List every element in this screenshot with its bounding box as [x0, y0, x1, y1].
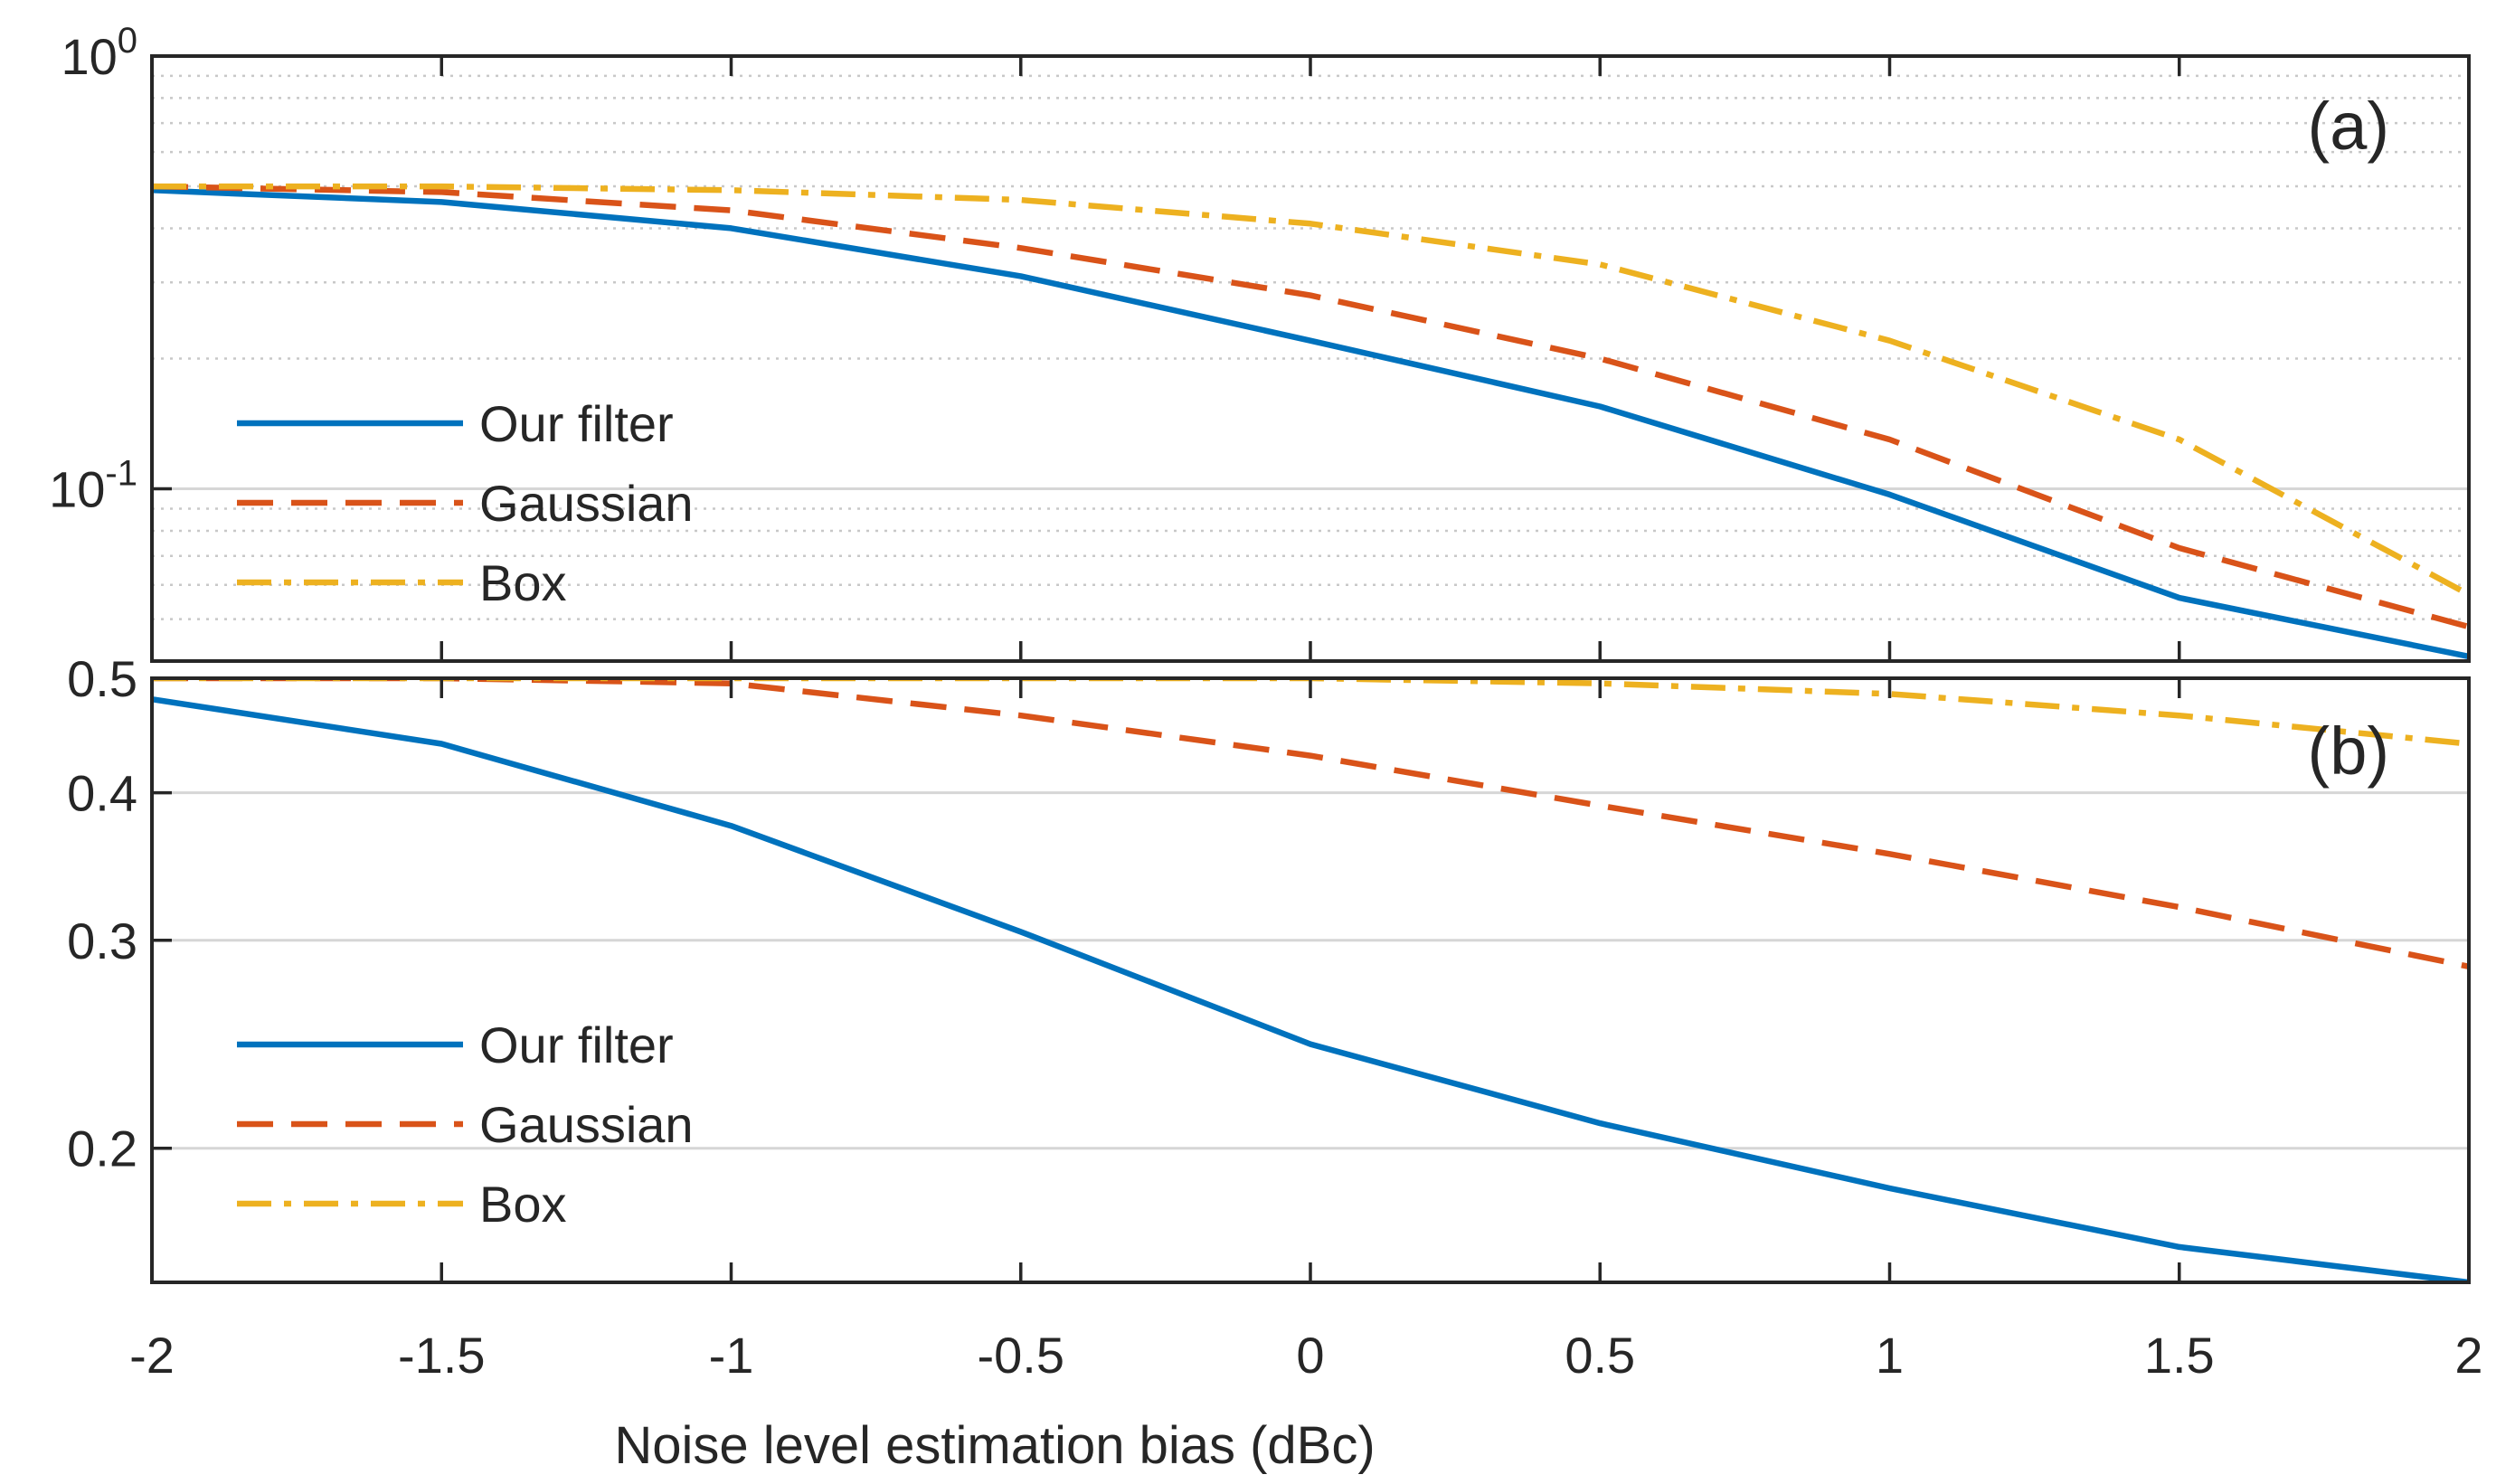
legend: Our filter Gaussian Box	[237, 395, 694, 611]
panel-a: 100 10-1 (a) Our filter Gaussian Box	[49, 21, 2471, 663]
series-line-our-filter	[152, 187, 2469, 660]
y-tick-label: 0.5	[67, 650, 137, 707]
y-tick-label: 0.4	[67, 765, 137, 822]
panel-b: 0.5 0.4 0.3 0.2 (b) Our filter Gaussian Box	[67, 650, 2471, 1284]
series-line-gaussian	[152, 183, 2469, 630]
x-axis: -2 -1.5 -1 -0.5 0 0.5 1 1.5 2	[129, 1327, 2482, 1384]
series-line-our-filter	[152, 695, 2469, 1282]
grid	[152, 676, 2469, 1150]
legend: Our filter Gaussian Box	[237, 1016, 694, 1233]
series-line-gaussian	[152, 678, 2469, 969]
x-axis-label: Noise level estimation bias (dBc)	[614, 1416, 1375, 1475]
panel-label: (b)	[2308, 714, 2389, 789]
x-tick-label: 2	[2454, 1327, 2482, 1384]
legend-label: Gaussian	[479, 1096, 694, 1153]
series-line-box	[152, 183, 2469, 598]
x-tick-label: 1	[1876, 1327, 1904, 1384]
x-tick-label: 0	[1296, 1327, 1324, 1384]
x-tick-label: -1.5	[398, 1327, 486, 1384]
x-tick-label: 0.5	[1565, 1327, 1635, 1384]
legend-label: Box	[479, 1176, 567, 1233]
legend-label: Our filter	[479, 1016, 674, 1073]
y-tick-label: 0.2	[67, 1120, 137, 1177]
x-tick-label: -2	[129, 1327, 175, 1384]
y-tick-label: 0.3	[67, 912, 137, 969]
legend-label: Box	[479, 554, 567, 611]
legend-label: Gaussian	[479, 475, 694, 532]
y-tick-label: 10-1	[49, 454, 137, 518]
x-tick-label: 1.5	[2144, 1327, 2215, 1384]
x-tick-label: -0.5	[978, 1327, 1065, 1384]
y-tick-label: 100	[61, 21, 137, 85]
x-tick-label: -1	[709, 1327, 754, 1384]
panel-label: (a)	[2308, 89, 2389, 164]
legend-label: Our filter	[479, 395, 674, 452]
